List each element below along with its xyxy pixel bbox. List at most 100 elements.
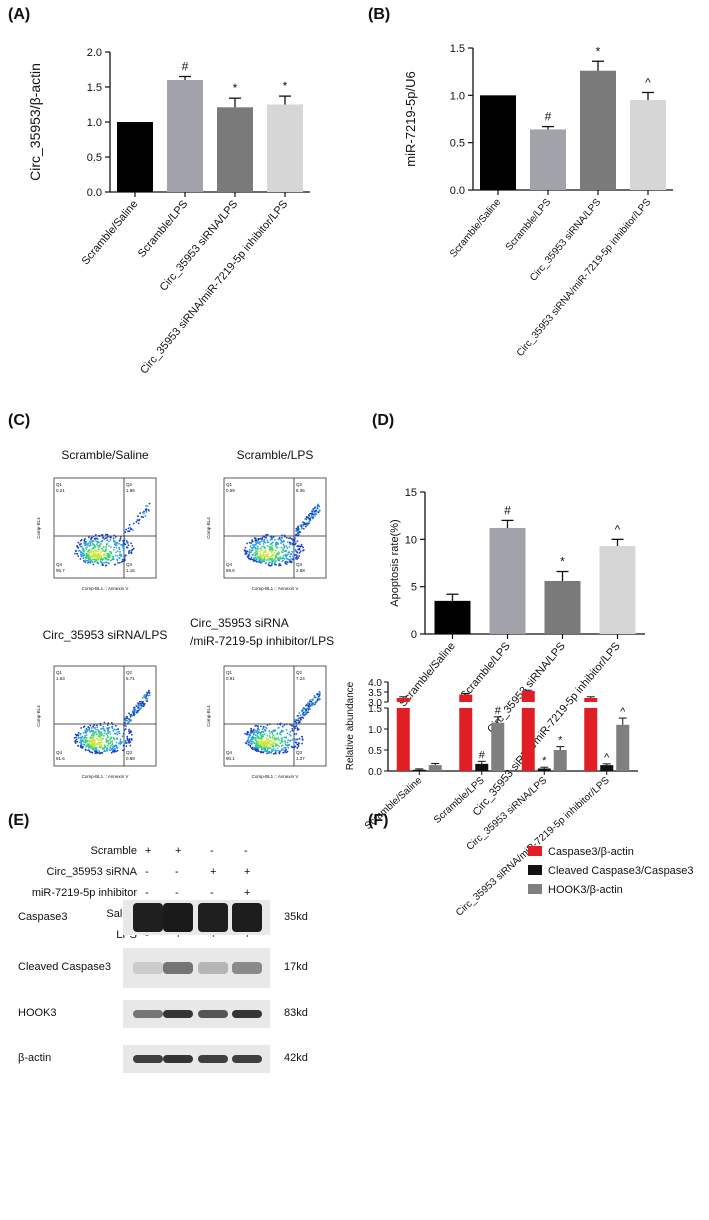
dot — [263, 538, 266, 541]
dot — [104, 556, 107, 559]
dot — [247, 555, 250, 557]
dot — [94, 551, 97, 553]
dot — [313, 510, 316, 513]
dot — [295, 723, 298, 726]
blot-protein-label: β-actin — [18, 1052, 52, 1064]
dot — [136, 710, 139, 713]
dot — [269, 744, 272, 746]
dot — [288, 537, 290, 540]
dot — [246, 542, 248, 545]
dot — [119, 743, 122, 745]
dot — [304, 708, 307, 711]
dot — [254, 546, 257, 549]
dot — [115, 541, 117, 544]
dot — [294, 720, 297, 723]
dot — [313, 696, 316, 699]
dot — [108, 731, 111, 733]
dot — [127, 551, 130, 553]
dot — [75, 738, 78, 741]
dot — [255, 560, 258, 563]
dot — [144, 508, 147, 511]
dot — [111, 744, 113, 747]
dot — [110, 751, 113, 754]
dot — [262, 733, 264, 736]
y-tick-label: 5 — [411, 582, 417, 594]
dot — [265, 562, 267, 564]
dot — [293, 540, 296, 543]
blot-band — [232, 1055, 262, 1063]
dot — [119, 536, 122, 538]
dot — [123, 555, 125, 558]
dot — [271, 736, 274, 739]
dot — [95, 728, 97, 731]
dot — [98, 752, 101, 755]
dot — [99, 724, 102, 727]
dot — [257, 742, 260, 745]
dot — [83, 743, 86, 746]
dot — [272, 749, 275, 751]
dot — [296, 551, 299, 554]
blot-sign: - — [175, 866, 179, 878]
dot — [299, 716, 302, 719]
dot — [89, 736, 92, 738]
dot — [272, 734, 275, 737]
dot — [92, 552, 95, 555]
bar — [553, 750, 567, 771]
dot — [138, 700, 141, 703]
dot — [254, 556, 257, 559]
dot — [280, 539, 283, 542]
dot — [296, 727, 299, 730]
dot — [246, 740, 249, 743]
quadrant-label: Q2 — [296, 482, 303, 487]
dot — [302, 711, 305, 714]
bar — [480, 95, 516, 190]
dot — [130, 542, 133, 545]
dot — [314, 700, 317, 703]
x-tick-label: Scramble/LPS — [458, 640, 512, 702]
dot — [275, 555, 278, 558]
x-tick-label: Scramble/LPS — [136, 198, 190, 260]
blot-band — [198, 1010, 228, 1018]
dot — [246, 732, 249, 735]
y-tick-label: 2.0 — [87, 47, 102, 59]
dot — [294, 725, 297, 728]
dot — [307, 707, 310, 710]
dot — [297, 714, 300, 717]
dot — [80, 545, 83, 548]
dot — [95, 731, 97, 733]
dot — [113, 744, 116, 747]
dot — [304, 523, 307, 525]
dot — [145, 505, 147, 507]
dot — [268, 740, 271, 743]
bar — [434, 600, 471, 634]
dot — [87, 550, 89, 553]
dot — [260, 750, 263, 753]
dot — [109, 740, 112, 743]
dot — [106, 749, 109, 752]
chart-b: 0.0 0.5 1.0 1.5 miR-7219-5p/U6 Scramble/Salin… — [403, 43, 673, 359]
dot — [266, 750, 269, 752]
blot-sign: + — [244, 887, 251, 899]
dot — [274, 743, 277, 745]
dot — [286, 547, 289, 549]
dot — [94, 549, 97, 552]
dot — [263, 740, 266, 743]
dot — [123, 742, 126, 745]
dot — [259, 737, 262, 740]
dot — [311, 698, 314, 701]
dot — [264, 549, 267, 552]
dot — [267, 750, 270, 753]
dot — [272, 752, 275, 755]
dot — [148, 689, 150, 692]
dot — [290, 558, 292, 560]
dot — [292, 548, 295, 551]
dot — [261, 549, 263, 552]
dot — [256, 749, 259, 752]
dot — [109, 749, 112, 752]
quadrant-value: 0.59 — [226, 488, 235, 493]
dot — [84, 738, 87, 741]
dot — [87, 748, 90, 751]
dot — [90, 537, 93, 540]
dot — [92, 535, 95, 538]
panel-label-b: (B) — [368, 6, 391, 23]
